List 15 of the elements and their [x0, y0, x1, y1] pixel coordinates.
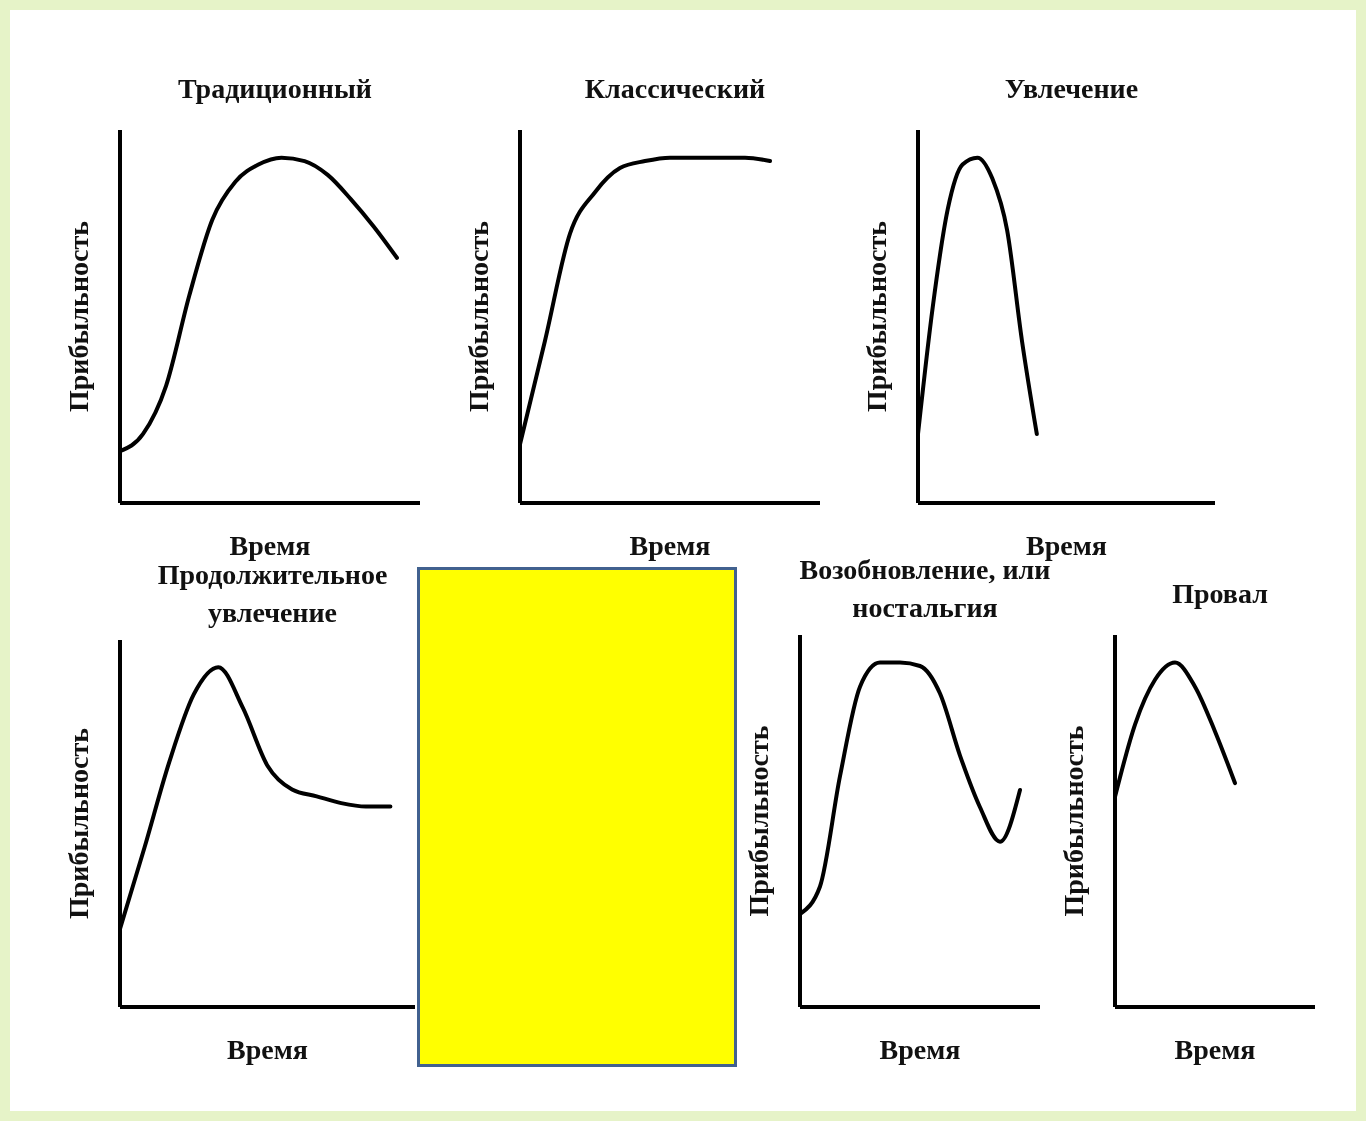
- chart-title: Увлечение: [1003, 72, 1140, 106]
- y-axis-title: Прибыльность: [62, 220, 94, 412]
- x-axis-title: Время: [229, 530, 311, 561]
- chart-title: Традиционный: [177, 72, 373, 106]
- y-axis-title: Прибыльность: [860, 220, 892, 412]
- x-axis-title: Время: [227, 1034, 308, 1065]
- y-axis-title: Прибыльность: [1057, 725, 1089, 917]
- x-axis-title: Время: [629, 530, 711, 561]
- y-axis-title: Прибыльность: [62, 727, 94, 919]
- x-axis-title: Время: [879, 1034, 961, 1065]
- x-axis-title: Время: [1174, 1034, 1256, 1065]
- y-axis-title: Прибыльность: [462, 220, 494, 412]
- chart-title: Классический: [583, 72, 767, 106]
- y-axis-title: Прибыльность: [742, 725, 774, 917]
- chart-title: Провал: [1171, 577, 1269, 611]
